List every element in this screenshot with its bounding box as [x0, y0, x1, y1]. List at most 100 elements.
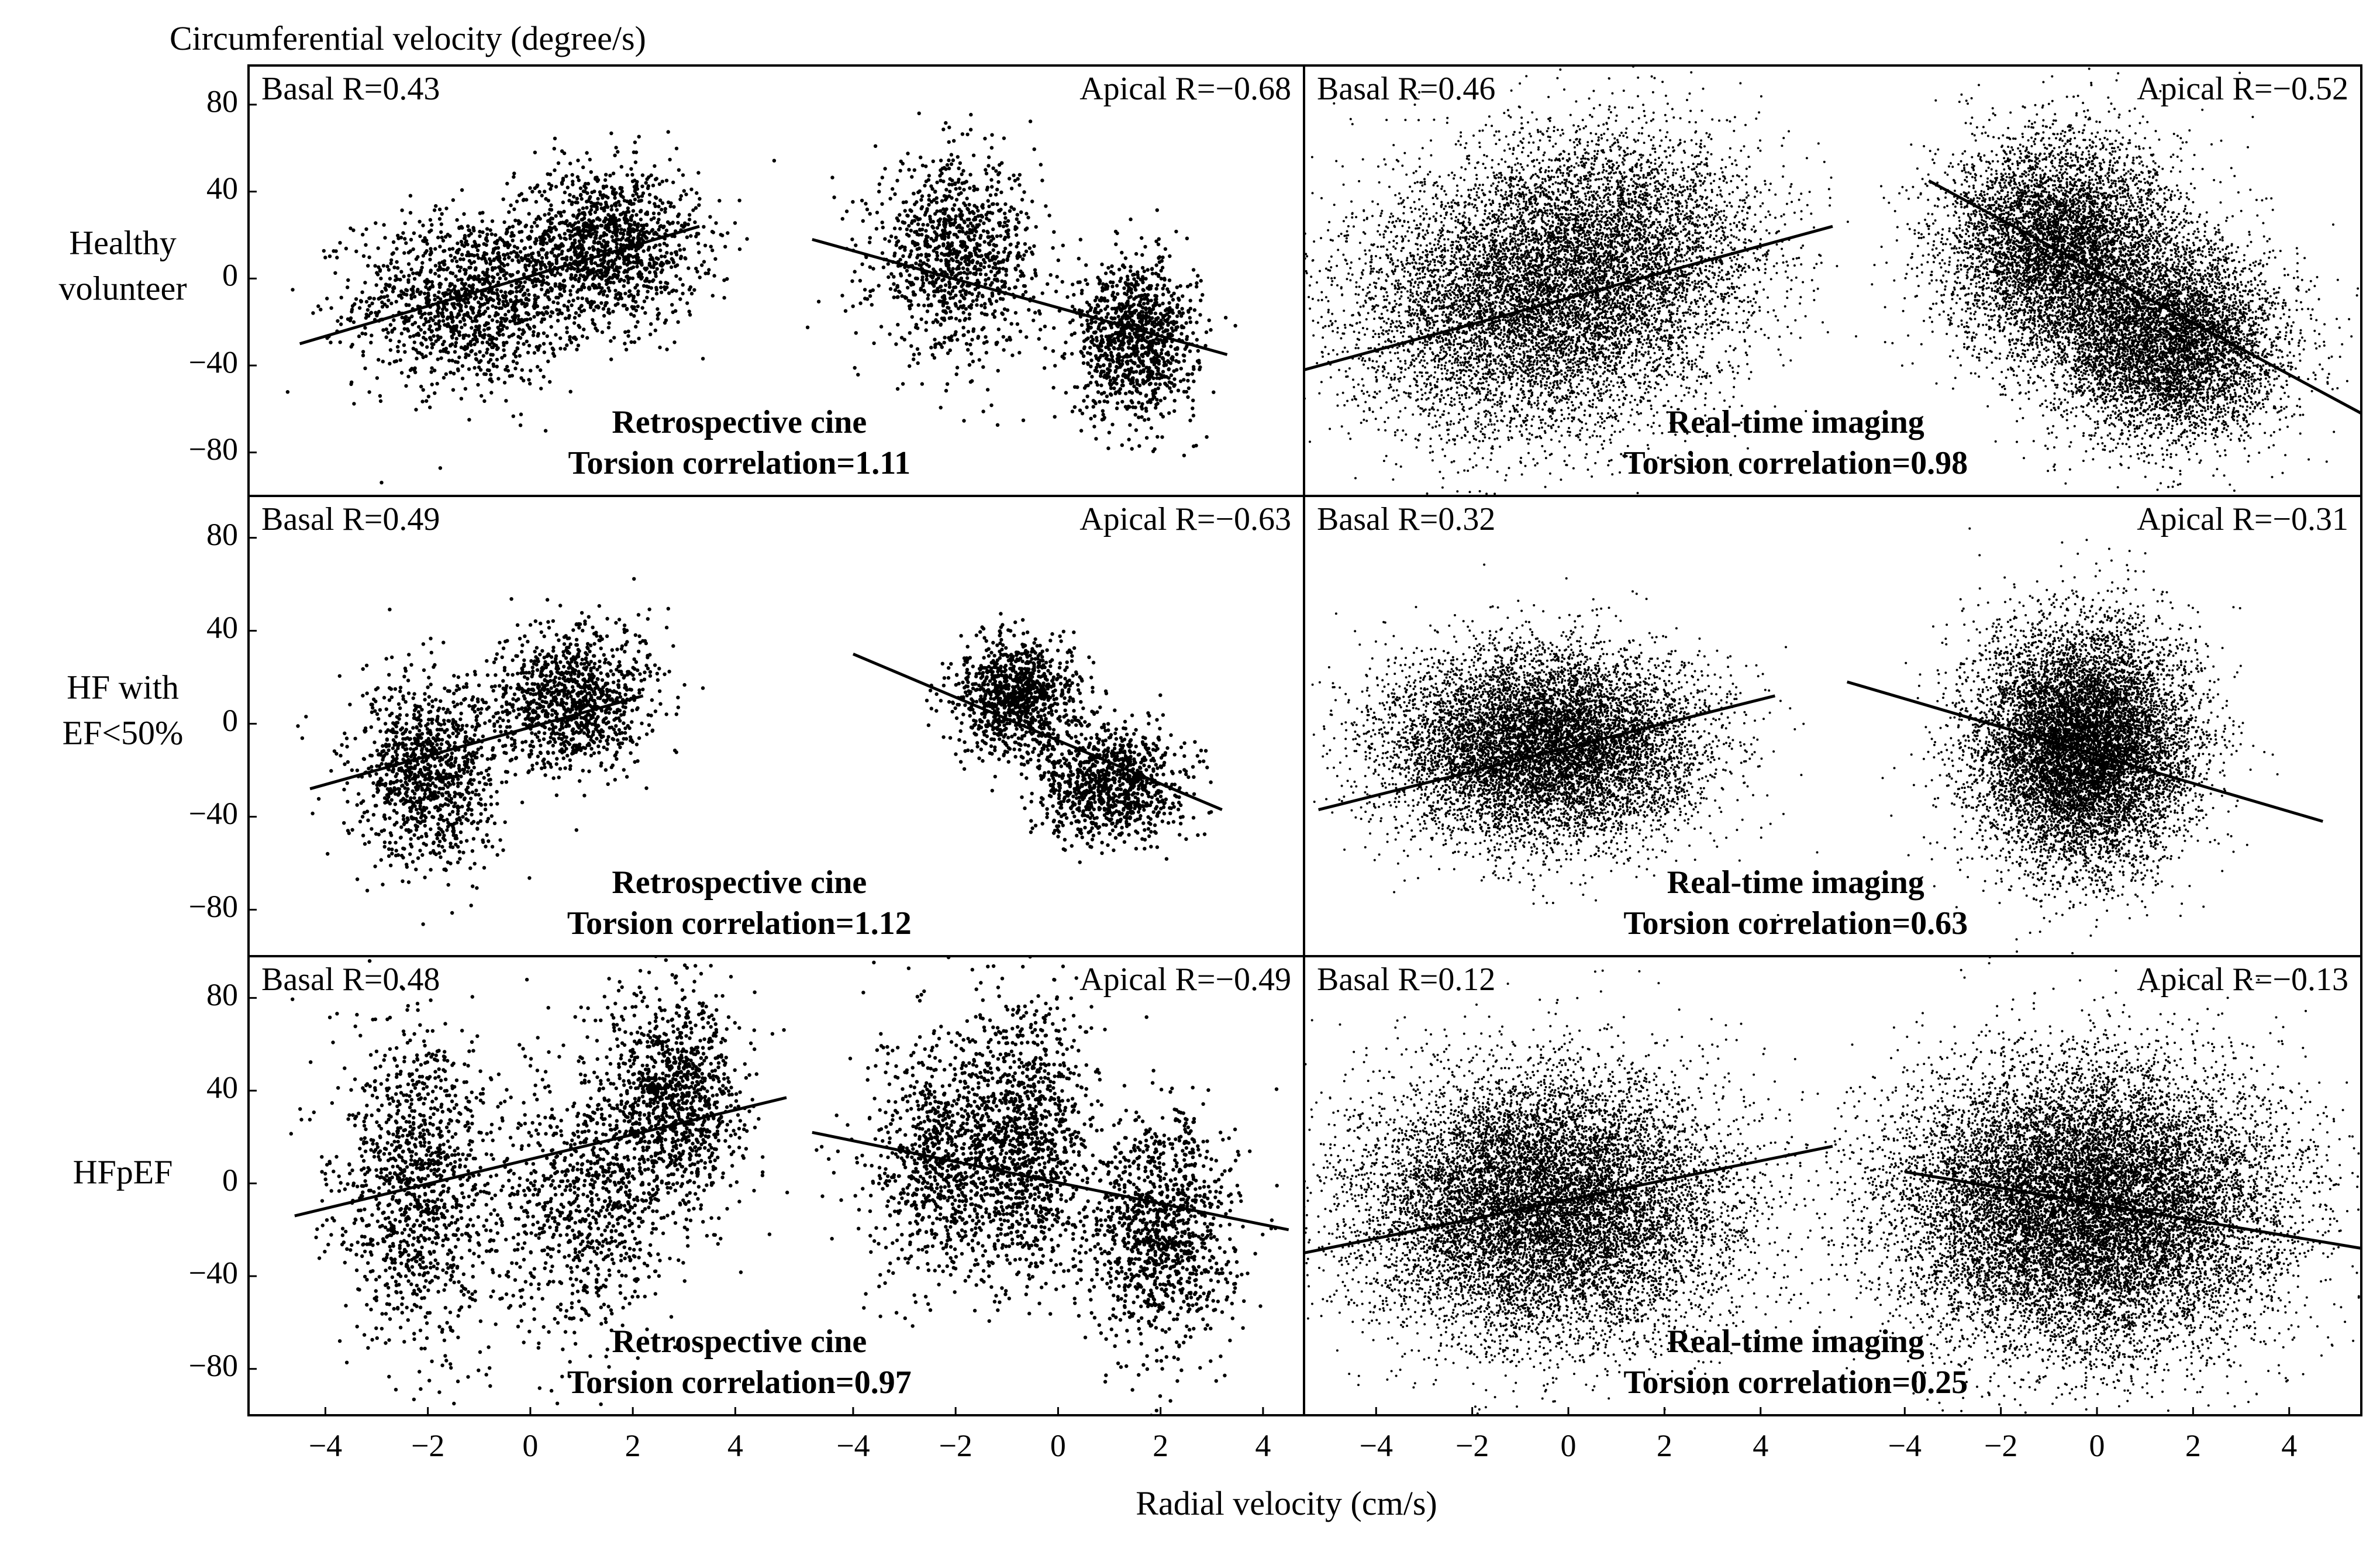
panel-annotation: Torsion correlation=1.11: [568, 445, 910, 481]
x-tick-label: 4: [2281, 1428, 2297, 1463]
x-tick-label: 4: [1255, 1428, 1271, 1463]
y-tick-label: −40: [189, 344, 238, 380]
x-tick-label: −2: [1455, 1428, 1489, 1463]
apical-r-label: Apical R=−0.31: [2137, 501, 2348, 537]
x-tick-label: −2: [411, 1428, 444, 1463]
x-tick-label: −2: [939, 1428, 972, 1463]
row-label: HFpEF: [73, 1153, 173, 1191]
basal-scatter-points: [285, 130, 777, 485]
y-tick-label: 0: [222, 258, 238, 293]
y-tick-label: 40: [206, 171, 238, 206]
panel-retrospective-cine-row-3: Basal R=0.48 Apical R=−0.49 Retrospective …: [247, 955, 1305, 1416]
apical-scatter-points: [1820, 67, 2360, 492]
basal-scatter-series: [296, 577, 705, 926]
panel-border: [1303, 955, 2362, 1416]
panel-annotation: Real-time imaging: [1667, 1323, 1924, 1360]
row-label-line: EF<50%: [63, 713, 184, 751]
basal-scatter-points: [1304, 969, 1900, 1415]
y-tick-label: −80: [189, 1348, 238, 1383]
basal-scatter-points: [296, 577, 705, 926]
apical-scatter-series: [805, 111, 1237, 457]
basal-scatter-series: [285, 130, 777, 485]
apical-regression-line: [1904, 1170, 2361, 1250]
row-label-line: HFpEF: [73, 1153, 173, 1191]
panel-annotation: Retrospective cine: [612, 404, 867, 440]
panel-retrospective-cine-row-2: Basal R=0.49 Apical R=−0.63 Retrospective …: [247, 495, 1305, 957]
x-tick-label: 2: [1657, 1428, 1672, 1463]
apical-r-label: Apical R=−0.52: [2137, 71, 2348, 107]
y-tick-label: 0: [222, 1163, 238, 1198]
x-tick-label: −4: [836, 1428, 870, 1463]
x-tick-label: 2: [2185, 1428, 2201, 1463]
y-axis: 80 40 0 −40 −80 80 40 0 −40 −80 80 40 0 −40 −80: [189, 84, 257, 1383]
basal-scatter-series: [289, 956, 789, 1406]
y-tick-label: −80: [189, 432, 238, 467]
y-tick-label: 80: [206, 977, 238, 1012]
apical-scatter-series: [925, 612, 1213, 864]
basal-scatter-points: [1304, 563, 1819, 916]
basal-r-label: Basal R=0.43: [261, 71, 440, 107]
y-tick-label: 80: [206, 517, 238, 552]
panel-real-time-imaging-row-3: Basal R=0.12 Apical R=−0.13 Real-time imag…: [1303, 955, 2362, 1416]
basal-r-label: Basal R=0.49: [261, 501, 440, 537]
apical-regression-line: [812, 237, 1228, 356]
y-tick-label: −40: [189, 796, 238, 831]
apical-r-label: Apical R=−0.49: [1079, 961, 1291, 998]
basal-regression-line: [309, 694, 644, 791]
x-tick-label: 0: [522, 1428, 538, 1463]
basal-r-label: Basal R=0.48: [261, 961, 440, 998]
y-tick-label: 40: [206, 1070, 238, 1105]
row-label: HF with EF<50%: [63, 668, 184, 751]
x-axis: −4 −2 0 2 4 −4 −2 0 2 4 −4 −2 0 2 4 −4 −2 0 2 4: [309, 1407, 2297, 1463]
x-tick-label: 4: [727, 1428, 743, 1463]
apical-scatter-points: [805, 111, 1237, 457]
apical-r-label: Apical R=−0.63: [1079, 501, 1291, 537]
apical-scatter-points: [925, 612, 1213, 864]
panel-annotation: Retrospective cine: [612, 1323, 867, 1360]
row-label-line: Healthy: [69, 223, 177, 261]
x-axis-title: Radial velocity (cm/s): [1136, 1484, 1437, 1522]
x-tick-label: −4: [1888, 1428, 1922, 1463]
x-tick-label: −2: [1984, 1428, 2017, 1463]
panel-real-time-imaging-row-1: Basal R=0.46 Apical R=−0.52 Real-time imag…: [1303, 64, 2362, 497]
panel-annotation: Real-time imaging: [1667, 864, 1924, 901]
y-tick-label: 40: [206, 610, 238, 645]
row-label: Healthy volunteer: [58, 223, 187, 307]
apical-regression-line: [852, 652, 1223, 811]
apical-scatter-points: [815, 956, 1279, 1415]
x-tick-label: 2: [1153, 1428, 1168, 1463]
x-tick-label: 0: [1561, 1428, 1577, 1463]
panel-annotation: Torsion correlation=0.63: [1623, 905, 1968, 942]
basal-scatter-series: [1304, 563, 1819, 916]
apical-r-label: Apical R=−0.13: [2137, 961, 2348, 998]
y-tick-label: −40: [189, 1256, 238, 1291]
panel-annotation: Torsion correlation=0.97: [567, 1364, 912, 1401]
basal-scatter-series: [1304, 969, 1900, 1415]
panel-retrospective-cine-row-1: Basal R=0.43 Apical R=−0.68 Retrospective …: [247, 64, 1305, 497]
panel-annotation: Real-time imaging: [1667, 404, 1924, 440]
x-tick-label: −4: [1360, 1428, 1393, 1463]
apical-scatter-series: [815, 956, 1279, 1415]
y-tick-label: 0: [222, 703, 238, 738]
x-tick-label: −4: [309, 1428, 342, 1463]
apical-regression-line: [1846, 680, 2323, 823]
apical-regression-line: [1928, 179, 2361, 415]
panel-annotation: Retrospective cine: [612, 864, 867, 901]
basal-regression-line: [299, 225, 700, 346]
x-tick-label: 4: [1753, 1428, 1768, 1463]
x-tick-label: 2: [625, 1428, 641, 1463]
apical-r-label: Apical R=−0.68: [1079, 71, 1291, 107]
apical-scatter-series: [1820, 67, 2360, 492]
basal-regression-line: [1318, 694, 1775, 812]
panel-annotation: Torsion correlation=0.25: [1623, 1364, 1968, 1401]
apical-regression-line: [812, 1130, 1289, 1232]
basal-r-label: Basal R=0.32: [1317, 501, 1495, 537]
basal-regression-line: [1304, 225, 1833, 371]
row-labels: Healthy volunteer HF with EF<50% HFpEF: [58, 223, 187, 1191]
basal-scatter-series: [1304, 65, 1876, 496]
basal-regression-line: [1304, 1144, 1833, 1254]
x-tick-label: 0: [2089, 1428, 2105, 1463]
basal-r-label: Basal R=0.12: [1317, 961, 1495, 998]
x-tick-label: 0: [1050, 1428, 1066, 1463]
